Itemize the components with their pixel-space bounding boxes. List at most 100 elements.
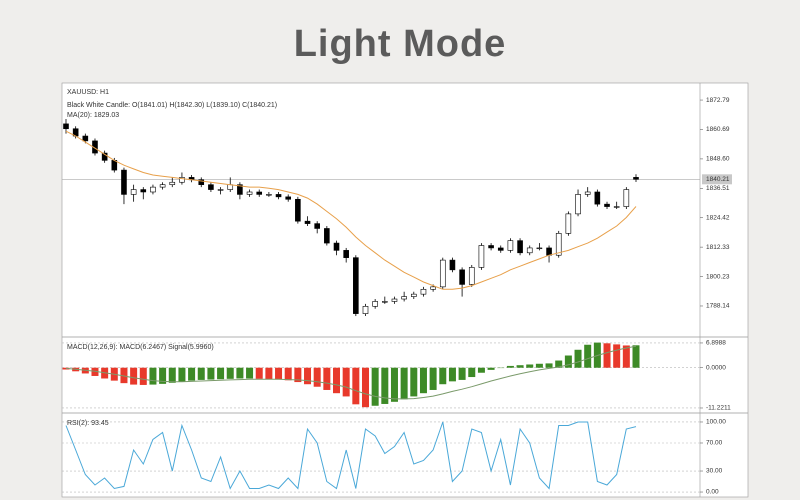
candle-body xyxy=(478,245,485,268)
macd-bar xyxy=(477,367,485,373)
macd-bar xyxy=(178,367,186,382)
y-tick-label: 1860.69 xyxy=(706,126,730,133)
candle-body xyxy=(130,189,137,195)
macd-bar xyxy=(371,367,379,406)
candle-body xyxy=(208,184,214,190)
macd-bar xyxy=(468,367,476,378)
candle-body xyxy=(353,257,359,314)
macd-bar xyxy=(526,364,534,368)
macd-bar xyxy=(574,349,582,368)
candle-body xyxy=(285,196,292,200)
macd-bar xyxy=(390,367,398,402)
candle-body xyxy=(179,177,185,183)
macd-bar xyxy=(603,343,611,368)
macd-bar xyxy=(139,367,147,385)
candle-body xyxy=(439,259,446,288)
candle-body xyxy=(82,135,89,142)
candle-body xyxy=(198,179,205,185)
candle-body xyxy=(517,240,523,254)
macd-bar xyxy=(333,367,341,394)
candle-body xyxy=(449,259,456,271)
macd-bar xyxy=(236,367,244,379)
macd-bar xyxy=(255,367,263,379)
candle-body xyxy=(401,296,407,300)
moving-average xyxy=(65,130,637,290)
candle-body xyxy=(246,191,253,195)
y-tick-label: 1788.14 xyxy=(706,303,730,310)
macd-bar xyxy=(429,367,437,390)
page-title: Light Mode xyxy=(294,23,507,65)
candle-body xyxy=(391,298,398,302)
y-tick-label: -11.2211 xyxy=(706,405,731,412)
candle-body xyxy=(372,301,378,307)
candle-body xyxy=(575,194,581,215)
candle-body xyxy=(150,186,156,193)
macd-bar xyxy=(516,365,524,368)
macd-bar xyxy=(217,367,225,380)
macd-bar xyxy=(584,344,592,368)
candle-body xyxy=(275,194,282,198)
candle-body xyxy=(295,198,301,222)
macd-bar xyxy=(149,367,157,385)
last-price-label: 1840.21 xyxy=(706,176,730,183)
candle-body xyxy=(121,169,127,195)
macd-bar xyxy=(419,367,427,394)
y-tick-label: 1872.79 xyxy=(706,97,730,104)
macd-bar xyxy=(410,367,418,397)
candle-body xyxy=(555,233,562,256)
candle-body xyxy=(343,250,349,258)
macd-bar xyxy=(400,367,408,400)
macd-bar xyxy=(168,367,176,383)
candle-body xyxy=(526,247,533,254)
candle-body xyxy=(468,267,475,285)
macd-bar xyxy=(91,367,99,376)
legend-text: Black White Candle: O(1841.01) H(1842.30… xyxy=(67,102,277,109)
candle-body xyxy=(497,247,504,251)
candle-body xyxy=(101,152,108,161)
y-tick-label: 100.00 xyxy=(706,419,726,426)
signal-line xyxy=(65,345,637,400)
macd-bar xyxy=(120,367,128,384)
candle-body xyxy=(237,184,243,195)
macd-bar xyxy=(323,367,331,390)
candle-body xyxy=(633,177,639,180)
macd-bar xyxy=(352,367,360,405)
candle-body xyxy=(140,189,147,193)
candle-body xyxy=(613,206,620,208)
macd-bar xyxy=(188,367,196,381)
macd-bar xyxy=(555,360,563,368)
macd-bar xyxy=(381,367,389,404)
candle-body xyxy=(584,191,591,195)
legend-text: MA(20): 1829.03 xyxy=(67,112,119,119)
macd-bar xyxy=(265,367,273,380)
macd-bar xyxy=(246,367,254,379)
candle-body xyxy=(459,269,465,285)
macd-bar xyxy=(361,367,369,408)
candle-body xyxy=(63,123,69,130)
macd-bar xyxy=(448,367,456,382)
y-tick-label: 1812.33 xyxy=(706,244,730,251)
candle-body xyxy=(488,245,494,249)
macd-bar xyxy=(275,367,283,380)
macd-bar xyxy=(284,367,292,381)
y-tick-label: 0.00 xyxy=(706,489,719,496)
candle-body xyxy=(565,213,572,234)
candle-body xyxy=(314,223,320,229)
macd-bar xyxy=(439,367,447,385)
y-tick-label: 30.00 xyxy=(706,468,723,475)
candle-body xyxy=(217,189,224,191)
y-tick-label: 70.00 xyxy=(706,440,723,447)
candle-body xyxy=(536,247,543,250)
macd-bar xyxy=(613,344,621,368)
macd-bar xyxy=(564,355,572,368)
macd-bar xyxy=(545,363,553,368)
macd-bar xyxy=(159,367,167,384)
candle-body xyxy=(324,228,330,244)
candle-body xyxy=(604,203,610,207)
candle-body xyxy=(382,301,388,303)
macd-bar xyxy=(632,345,640,368)
macd-bar xyxy=(535,363,543,368)
macd-bar xyxy=(313,367,321,387)
candle-body xyxy=(420,288,427,295)
